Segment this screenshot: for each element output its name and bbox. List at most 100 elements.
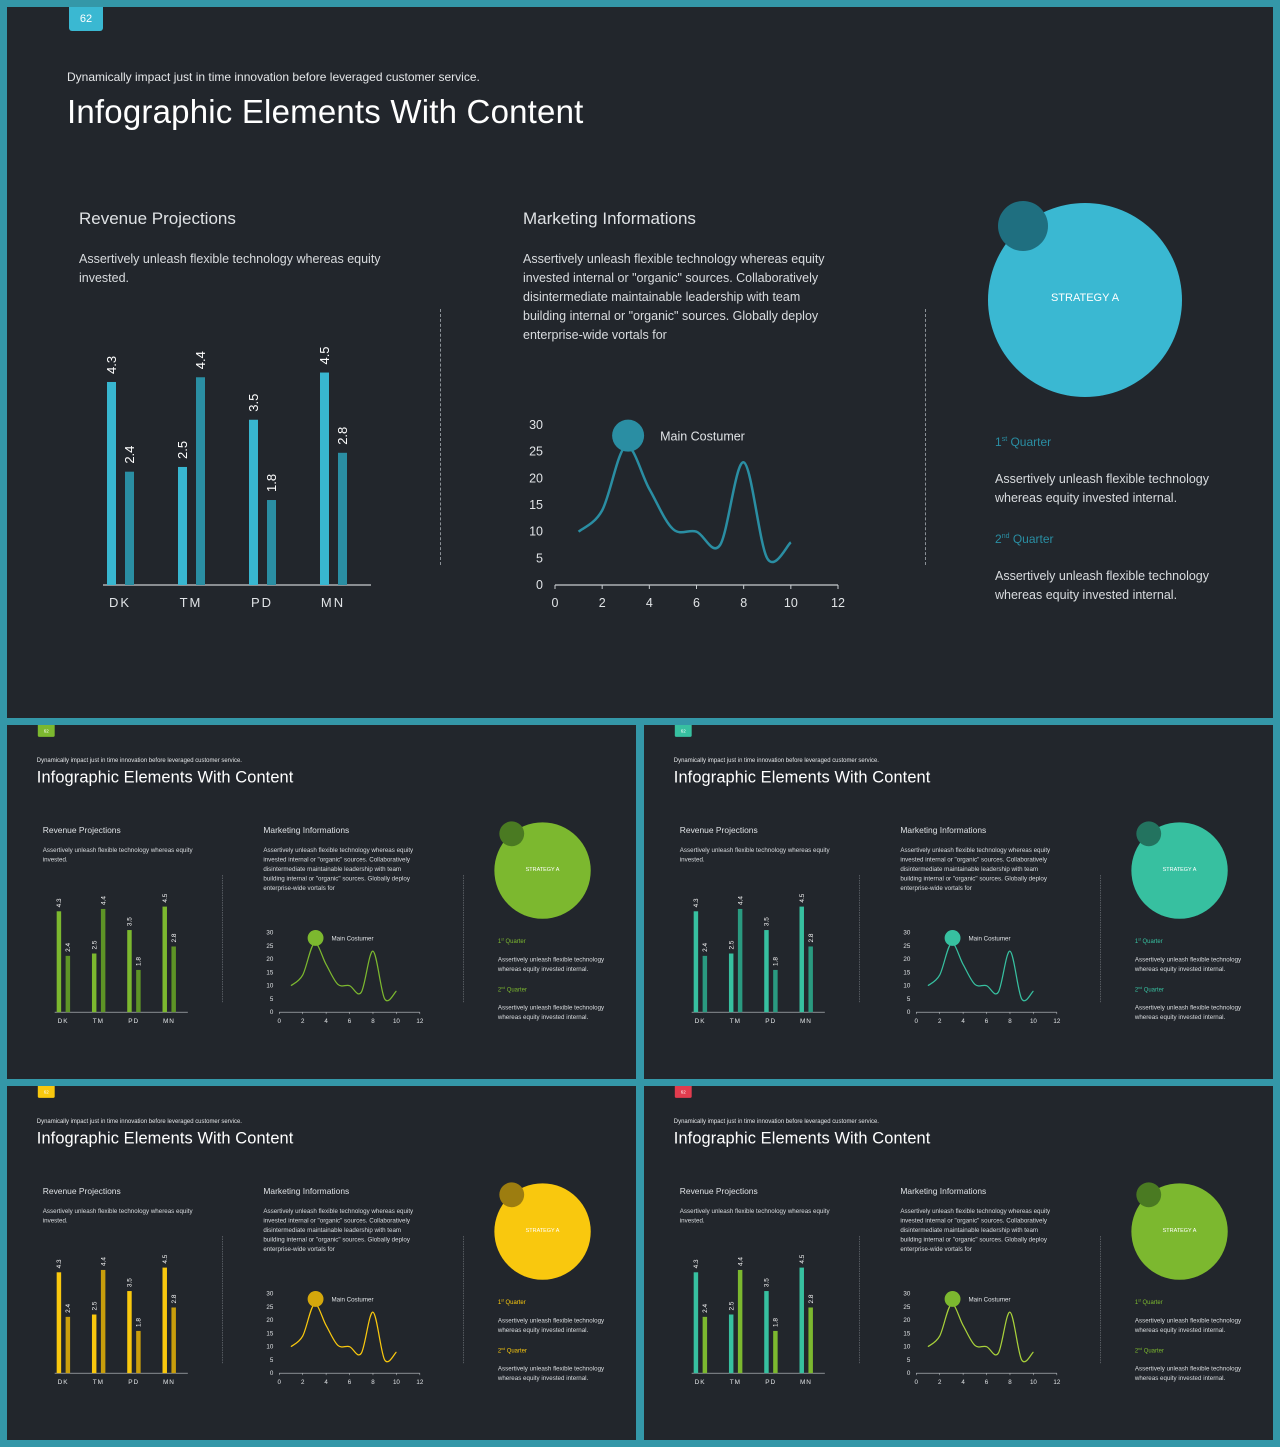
bar-value-label: 1.8	[773, 1318, 780, 1327]
bar	[702, 1316, 708, 1374]
bar	[693, 1272, 699, 1374]
y-tick-label: 20	[529, 471, 543, 485]
page-number-badge: 62	[37, 725, 55, 737]
bar-category-label: DK	[58, 1018, 69, 1025]
x-tick-label: 2	[599, 596, 606, 610]
bar	[107, 381, 116, 585]
x-tick-label: 12	[1053, 1018, 1060, 1025]
slide-thumbnail-yellow[interactable]: 62 Dynamically impact just in time innov…	[7, 1086, 636, 1440]
revenue-bar-chart: 4.3 2.4 DK 2.5 4.4 TM 3.5 1.8 PD 4.5 2.8 MN	[691, 1254, 825, 1386]
y-tick-label: 10	[266, 983, 273, 990]
page-number-badge: 62	[674, 1086, 692, 1098]
highlight-point	[307, 1291, 324, 1307]
slide-thumbnail-mixed[interactable]: 62 Dynamically impact just in time innov…	[644, 1086, 1273, 1440]
quarter-1-label: 1st Quarter	[1134, 937, 1163, 945]
y-tick-label: 20	[266, 956, 273, 963]
y-tick-label: 25	[266, 943, 273, 950]
marketing-line-chart: 0 2 4 6 8 10 12 0 5 10 15 20 25 30 Main Costumer	[266, 930, 423, 1025]
y-tick-label: 15	[903, 1330, 910, 1337]
bar-value-label: 1.8	[264, 474, 279, 492]
marketing-text: Assertively unleash flexible technology …	[263, 1207, 414, 1253]
quarter-1-text: Assertively unleash flexible technology …	[1134, 1317, 1242, 1334]
bar-category-label: PD	[128, 1379, 139, 1386]
bar	[178, 466, 187, 585]
quarter-1-label: 1st Quarter	[1134, 1298, 1163, 1306]
slide-title: Infographic Elements With Content	[673, 1128, 931, 1148]
slide-thumbnail-teal[interactable]: 62 Dynamically impact just in time innov…	[644, 725, 1273, 1079]
revenue-title: Revenue Projections	[679, 825, 758, 835]
bar-value-label: 4.5	[799, 893, 806, 902]
quarter-2-label: 2nd Quarter	[995, 532, 1054, 546]
main-costumer-label: Main Costumer	[331, 1296, 373, 1303]
x-tick-label: 4	[961, 1018, 965, 1025]
y-tick-label: 5	[270, 996, 274, 1003]
slide-thumbnail-green[interactable]: 62 Dynamically impact just in time innov…	[7, 725, 636, 1079]
y-tick-label: 20	[903, 1317, 910, 1324]
bar	[56, 1272, 62, 1374]
slide-main[interactable]: 62 Dynamically impact just in time innov…	[7, 7, 1273, 718]
bar-value-label: 2.4	[65, 943, 72, 952]
bar-value-label: 2.8	[171, 933, 178, 942]
x-tick-label: 10	[393, 1379, 400, 1386]
bar	[196, 377, 205, 585]
y-tick-label: 0	[907, 1009, 911, 1016]
bar-value-label: 2.4	[702, 1304, 709, 1313]
bar-value-label: 2.5	[728, 940, 735, 949]
slide-subtitle: Dynamically impact just in time innovati…	[36, 1117, 242, 1125]
x-tick-label: 6	[693, 596, 700, 610]
page-number-badge: 62	[69, 7, 103, 31]
x-tick-label: 4	[961, 1379, 965, 1386]
bar-value-label: 3.5	[127, 917, 134, 926]
series-line	[577, 445, 792, 564]
x-tick-label: 4	[324, 1379, 328, 1386]
page-number-badge: 62	[674, 725, 692, 737]
bar-value-label: 4.5	[162, 1254, 169, 1263]
bar-value-label: 4.4	[193, 351, 208, 369]
bar-category-label: PD	[251, 595, 273, 610]
quarter-2-text: Assertively unleash flexible technology …	[995, 569, 1210, 602]
bar	[249, 419, 258, 585]
strategy-accent-circle	[1136, 821, 1162, 847]
bar-category-label: DK	[58, 1379, 69, 1386]
revenue-text: Assertively unleash flexible technology …	[79, 252, 381, 285]
revenue-bar-chart: 4.3 2.4 DK 2.5 4.4 TM 3.5 1.8 PD 4.5 2.8 MN	[54, 1254, 188, 1386]
y-tick-label: 30	[903, 930, 910, 937]
bar	[91, 953, 97, 1013]
x-tick-label: 8	[371, 1379, 375, 1386]
y-tick-label: 10	[266, 1344, 273, 1351]
strategy-label: STRATEGY A	[525, 866, 560, 873]
y-tick-label: 5	[536, 551, 543, 565]
y-tick-label: 0	[907, 1370, 911, 1377]
strategy-accent-circle	[1136, 1182, 1162, 1208]
slide-title: Infographic Elements With Content	[673, 767, 931, 787]
y-tick-label: 30	[903, 1291, 910, 1298]
bar-value-label: 1.8	[136, 1318, 143, 1327]
slide-title: Infographic Elements With Content	[67, 93, 584, 130]
y-tick-label: 0	[536, 578, 543, 592]
bar	[764, 1291, 769, 1374]
bar-category-label: DK	[695, 1018, 706, 1025]
quarter-2-label: 2nd Quarter	[497, 1346, 527, 1354]
quarter-2-text: Assertively unleash flexible technology …	[1134, 1004, 1242, 1021]
bar-category-label: DK	[109, 595, 131, 610]
x-tick-label: 8	[371, 1018, 375, 1025]
bar	[91, 1314, 97, 1374]
bar-value-label: 2.5	[91, 1301, 98, 1310]
bar	[171, 946, 176, 1013]
bar-value-label: 4.4	[737, 896, 744, 905]
bar	[702, 955, 708, 1013]
quarter-1-label: 1st Quarter	[497, 937, 526, 945]
bar	[808, 1307, 813, 1374]
marketing-line-chart: 0 2 4 6 8 10 12 0 5 10 15 20 25 30 Main Costumer	[903, 1291, 1060, 1386]
revenue-text: Assertively unleash flexible technology …	[679, 846, 830, 864]
x-tick-label: 12	[416, 1018, 423, 1025]
marketing-text: Assertively unleash flexible technology …	[900, 1207, 1051, 1253]
y-tick-label: 25	[903, 943, 910, 950]
bar	[267, 500, 276, 585]
bar-category-label: MN	[800, 1379, 812, 1386]
quarter-1-label: 1st Quarter	[995, 435, 1052, 449]
bar-value-label: 2.8	[808, 933, 815, 942]
quarter-2-text: Assertively unleash flexible technology …	[497, 1004, 605, 1021]
quarter-1-text: Assertively unleash flexible technology …	[995, 472, 1210, 505]
bar	[728, 1314, 734, 1374]
